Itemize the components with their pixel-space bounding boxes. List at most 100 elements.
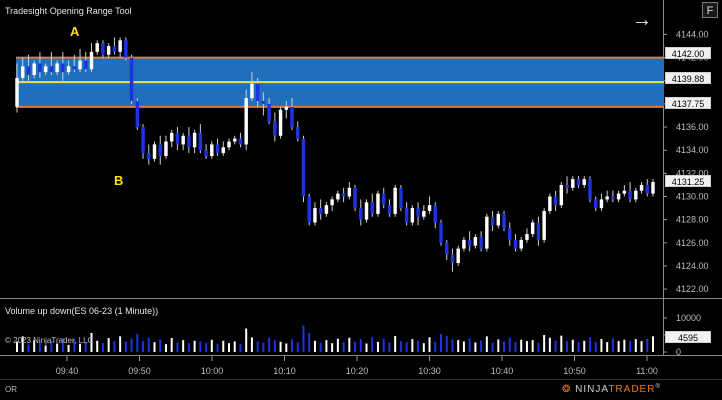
volume-bar <box>468 338 471 352</box>
candle-body <box>106 46 111 55</box>
volume-bar <box>199 341 202 352</box>
volume-bar <box>90 332 93 352</box>
candle-body <box>381 193 386 206</box>
volume-bar <box>176 342 179 352</box>
volume-bar <box>96 340 99 352</box>
candle-body <box>112 46 117 52</box>
candle-body <box>422 210 426 217</box>
candle-body <box>628 190 632 200</box>
candle-body <box>181 135 185 145</box>
candle-body <box>576 179 581 185</box>
candle-body <box>450 254 455 264</box>
volume-bar <box>623 339 626 352</box>
volume-bar <box>33 340 36 352</box>
candle-body <box>542 210 546 240</box>
volume-bar <box>359 339 362 352</box>
volume-bar <box>457 340 460 352</box>
arrow-right-icon[interactable]: → <box>632 9 652 31</box>
copyright-text: © 2023 NinjaTrader, LLC <box>5 336 94 345</box>
volume-bar <box>508 337 511 352</box>
candle-body <box>439 222 443 243</box>
or-mid-badge: 4139.88 <box>665 72 711 84</box>
time-tick-label: 10:50 <box>563 366 586 376</box>
volume-bar <box>405 342 408 352</box>
candle-body <box>147 153 151 159</box>
candle-body <box>582 179 586 185</box>
volume-bar <box>216 343 219 352</box>
volume-bar <box>354 341 357 352</box>
volume-bar <box>142 341 145 352</box>
volume-bar <box>228 343 230 352</box>
or-low-badge: 4137.75 <box>665 97 711 109</box>
or-high-badge: 4142.00 <box>665 47 711 59</box>
candle-body <box>290 106 294 128</box>
candle-body <box>301 138 306 197</box>
candle-body <box>124 40 128 58</box>
candle-body <box>284 106 289 110</box>
candle-body <box>152 144 157 159</box>
volume-bar <box>296 342 299 352</box>
volume-bar <box>159 339 162 352</box>
candle-body <box>496 213 501 226</box>
volume-bar <box>652 336 654 352</box>
ninjatrader-logo: ❂ NINJATRADER® <box>562 384 661 395</box>
volume-bar <box>124 341 127 352</box>
price-tick-label: 4132.00 <box>676 168 709 178</box>
candle-body <box>175 132 180 145</box>
volume-bar <box>451 339 454 352</box>
candle-body <box>404 208 409 223</box>
volume-bar <box>537 342 540 352</box>
volume-bar <box>239 344 242 352</box>
candle-body <box>565 184 569 188</box>
volume-bar <box>245 328 248 352</box>
candle-body <box>84 60 88 70</box>
f-button[interactable]: F <box>702 2 718 18</box>
candle-body <box>318 208 323 214</box>
volume-bar <box>79 343 82 352</box>
candle-body <box>204 150 208 156</box>
candle-body <box>101 43 105 55</box>
candle-body <box>353 187 357 209</box>
volume-bar <box>474 342 477 352</box>
candle-body <box>341 193 346 197</box>
candle-body <box>313 208 317 223</box>
candle-body <box>559 184 564 206</box>
volume-bar <box>101 343 104 352</box>
candle-body <box>215 144 220 154</box>
candle-body <box>135 101 140 128</box>
candle-body <box>198 132 203 151</box>
volume-bar <box>319 342 322 352</box>
volume-bar <box>388 342 391 352</box>
volume-bar <box>222 340 225 352</box>
candle-body <box>553 196 558 206</box>
volume-bar <box>560 335 563 352</box>
candle-body <box>49 66 54 73</box>
candle-body <box>393 187 397 214</box>
price-tick-label: 4124.00 <box>676 261 709 271</box>
candle-body <box>255 83 260 102</box>
candle-body <box>210 144 214 156</box>
volume-bar <box>588 337 591 352</box>
volume-bar <box>399 341 402 352</box>
candle-body <box>244 98 248 145</box>
volume-bar <box>497 339 500 352</box>
volume-bar <box>491 342 494 352</box>
volume-bar <box>56 343 59 352</box>
candle-body <box>571 179 575 188</box>
marker-b: B <box>114 173 124 188</box>
volume-bar <box>291 339 294 352</box>
candle-body <box>21 66 25 78</box>
candle-body <box>164 141 168 156</box>
candle-body <box>462 239 466 249</box>
volume-bar <box>531 340 534 352</box>
last-price-badge: 4131.25 <box>665 175 711 187</box>
candle-body <box>593 199 598 209</box>
candle-body <box>359 208 363 220</box>
volume-bar <box>611 338 614 352</box>
time-tick-label: 10:40 <box>491 366 514 376</box>
candle-body <box>611 196 615 200</box>
volume-bar <box>566 341 569 352</box>
candle-body <box>250 83 254 99</box>
candle-body <box>639 184 644 191</box>
